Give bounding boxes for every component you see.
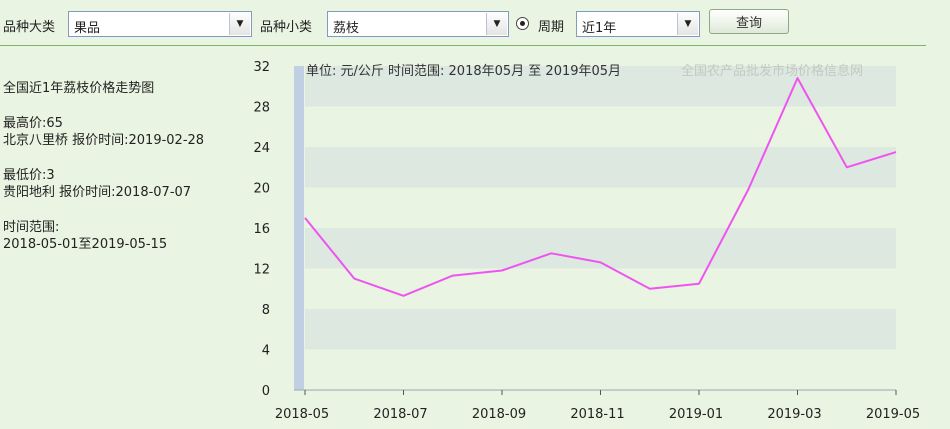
chart-watermark: 全国农产品批发市场价格信息网 (681, 63, 863, 79)
chevron-down-icon[interactable]: ▼ (486, 13, 507, 35)
grid-band (305, 309, 896, 350)
y-tick-label: 0 (262, 384, 270, 399)
range-value: 2018-05-01至2019-05-15 (3, 237, 168, 252)
y-axis-band (294, 66, 304, 390)
x-tick-label: 2019-01 (669, 407, 723, 422)
grid-band (305, 66, 896, 107)
x-tick-label: 2018-05 (275, 407, 329, 422)
grid-band (305, 147, 896, 188)
category-label: 品种大类 (3, 20, 56, 35)
period-label: 周期 (538, 20, 565, 35)
query-button[interactable]: 查询 (709, 9, 789, 34)
price-series-line (304, 77, 897, 297)
category-value: 果品 (74, 21, 101, 36)
x-tick-label: 2018-07 (373, 407, 427, 422)
y-tick-label: 32 (253, 60, 270, 75)
max-price-detail: 北京八里桥 报价时间:2019-02-28 (3, 133, 205, 148)
x-tick-label: 2018-09 (472, 407, 526, 422)
period-radio[interactable] (516, 17, 529, 30)
subcategory-value: 荔枝 (333, 21, 360, 36)
subcategory-select[interactable]: 荔枝 ▼ (327, 11, 509, 37)
y-tick-label: 20 (253, 182, 270, 197)
filter-toolbar: 品种大类 果品 ▼ 品种小类 荔枝 ▼ 周期 近1年 ▼ 查询 (0, 0, 950, 46)
x-tick-label: 2018-11 (570, 407, 624, 422)
x-tick-label: 2019-05 (866, 407, 920, 422)
y-tick-label: 16 (253, 222, 270, 237)
subcategory-label: 品种小类 (260, 20, 313, 35)
price-summary: 全国近1年荔枝价格走势图 最高价:65 北京八里桥 报价时间:2019-02-2… (3, 80, 253, 253)
y-tick-label: 4 (262, 344, 270, 359)
y-tick-label: 24 (253, 141, 270, 156)
y-tick-label: 8 (262, 303, 270, 318)
chart-subtitle: 单位: 元/公斤 时间范围: 2018年05月 至 2019年05月 (306, 64, 621, 79)
range-label: 时间范围: (3, 220, 60, 235)
period-select[interactable]: 近1年 ▼ (576, 11, 700, 37)
chart-title: 全国近1年荔枝价格走势图 (3, 81, 155, 96)
chevron-down-icon[interactable]: ▼ (229, 13, 250, 35)
category-select[interactable]: 果品 ▼ (68, 11, 252, 37)
x-tick-label: 2019-03 (767, 407, 821, 422)
min-price: 最低价:3 (3, 168, 55, 183)
divider (0, 45, 926, 46)
period-value: 近1年 (582, 21, 617, 36)
chevron-down-icon[interactable]: ▼ (677, 13, 698, 35)
max-price: 最高价:65 (3, 116, 63, 131)
y-tick-label: 12 (253, 263, 270, 278)
y-tick-label: 28 (253, 101, 270, 116)
min-price-detail: 贵阳地利 报价时间:2018-07-07 (3, 185, 192, 200)
